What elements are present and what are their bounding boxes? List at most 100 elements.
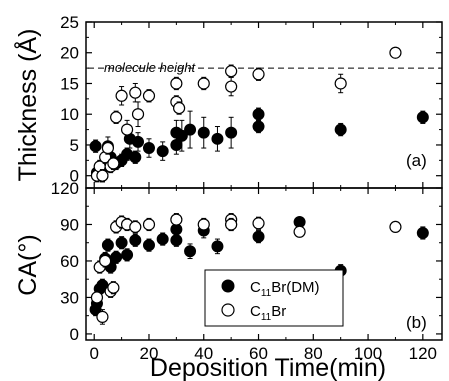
panel-a: 0 5 10 15 20 25 molecule height (a) Thickness… (12, 13, 443, 189)
x-tick-label: 0 (89, 344, 98, 363)
panel-b-marks (89, 213, 429, 325)
data-point-filled (115, 236, 128, 249)
data-point-filled (129, 234, 142, 247)
y-tick-label-b: 90 (60, 215, 79, 234)
data-point-open (225, 65, 238, 78)
data-point-filled (252, 120, 265, 133)
legend-marker-open (221, 303, 235, 317)
data-point-open (389, 220, 402, 234)
panel-b: 0 30 60 90 120 0 20 40 60 80 100 120 (b) CA(°) Depo… (14, 179, 443, 381)
data-point-filled (211, 132, 224, 145)
x-tick-label: 120 (409, 344, 437, 363)
legend-marker-filled (221, 279, 235, 293)
data-point-filled (184, 245, 197, 258)
data-point-filled (121, 248, 134, 261)
data-point-filled (334, 123, 347, 136)
molecule-height-label: molecule height (104, 60, 196, 75)
panel-a-ticks: 0 5 10 15 20 25 (60, 13, 442, 188)
y-tick-label-a: 20 (60, 44, 79, 63)
data-point-open (129, 220, 142, 234)
y-tick-label-a: 15 (60, 74, 79, 93)
data-point-filled (156, 145, 169, 158)
y-tick-label-a: 25 (60, 13, 79, 32)
data-point-filled (132, 135, 145, 148)
data-point-filled (225, 126, 238, 139)
data-point-filled (252, 108, 265, 121)
y-tick-label-a: 5 (70, 136, 79, 155)
y-tick-label-b: 30 (60, 288, 79, 307)
data-point-open (170, 213, 183, 226)
data-point-open (225, 80, 238, 93)
data-point-open (129, 86, 142, 99)
data-point-filled (142, 239, 155, 252)
data-point-open (252, 217, 265, 230)
data-point-filled (156, 233, 169, 246)
data-point-filled (252, 230, 265, 243)
data-point-filled (197, 126, 210, 139)
legend-box (204, 269, 344, 327)
y-tick-label-b: 60 (60, 252, 79, 271)
x-axis-label: Deposition Time(min) (150, 354, 386, 381)
x-tick-label: 80 (304, 344, 323, 363)
data-point-open (96, 310, 109, 323)
legend-label-plain-main: C (250, 303, 261, 320)
y-tick-label-a: 10 (60, 105, 79, 124)
data-point-open (197, 77, 210, 90)
panel-b-ylabel: CA(°) (14, 234, 42, 295)
data-point-open (293, 225, 306, 238)
data-point-filled (175, 129, 188, 142)
panel-a-ylabel: Thickness (Å) (12, 29, 42, 182)
legend-label-dm-main: C (250, 279, 261, 296)
data-point-open (252, 68, 265, 81)
panel-b-label: (b) (406, 313, 427, 332)
legend-label-plain-sub: 11 (261, 312, 272, 323)
data-point-open (389, 46, 402, 59)
data-point-filled (110, 251, 123, 264)
data-point-open (131, 108, 145, 121)
x-tick-label: 100 (354, 344, 382, 363)
data-point-open (170, 77, 183, 90)
legend-label-plain: C11Br (250, 303, 286, 323)
data-point-filled (184, 123, 197, 136)
data-point-open (142, 218, 156, 231)
data-point-filled (142, 142, 155, 155)
data-point-filled (129, 151, 142, 164)
data-point-open (110, 111, 123, 124)
data-point-filled (89, 140, 102, 153)
panel-a-marks (89, 46, 429, 183)
x-tick-label: 20 (140, 344, 159, 363)
data-point-open (225, 218, 238, 231)
data-point-open (107, 281, 120, 294)
panel-b-frame (85, 187, 443, 341)
y-tick-label-b: 120 (51, 179, 79, 198)
data-point-open (90, 291, 104, 304)
panel-a-frame (85, 21, 443, 189)
data-point-filled (416, 111, 429, 124)
data-point-open (197, 218, 210, 231)
data-point-open (334, 77, 347, 90)
data-point-open (99, 254, 112, 268)
legend-label-dm-sub: 11 (261, 288, 272, 299)
y-tick-label-b: 0 (70, 325, 79, 344)
data-point-filled (170, 234, 183, 247)
legend-label-plain-rest: Br (271, 303, 286, 320)
y-tick-label-a: 0 (70, 167, 79, 186)
legend: C11Br(DM) C11Br (204, 269, 344, 327)
data-point-open (101, 141, 115, 155)
data-point-open (107, 157, 120, 170)
data-point-open (115, 89, 128, 102)
data-point-open (142, 89, 156, 102)
legend-label-dm-rest: Br(DM) (271, 279, 319, 296)
data-point-open (120, 123, 134, 136)
panel-a-label: (a) (406, 151, 427, 170)
data-point-open (173, 101, 186, 115)
data-point-filled (101, 239, 114, 252)
data-point-filled (211, 240, 224, 253)
x-tick-label: 60 (249, 344, 268, 363)
data-point-open (96, 169, 109, 182)
x-tick-label: 40 (194, 344, 213, 363)
legend-label-dm: C11Br(DM) (250, 279, 320, 299)
panel-b-ticks: 0 30 60 90 120 0 20 40 60 80 100 120 (51, 179, 442, 363)
data-point-filled (416, 226, 429, 239)
